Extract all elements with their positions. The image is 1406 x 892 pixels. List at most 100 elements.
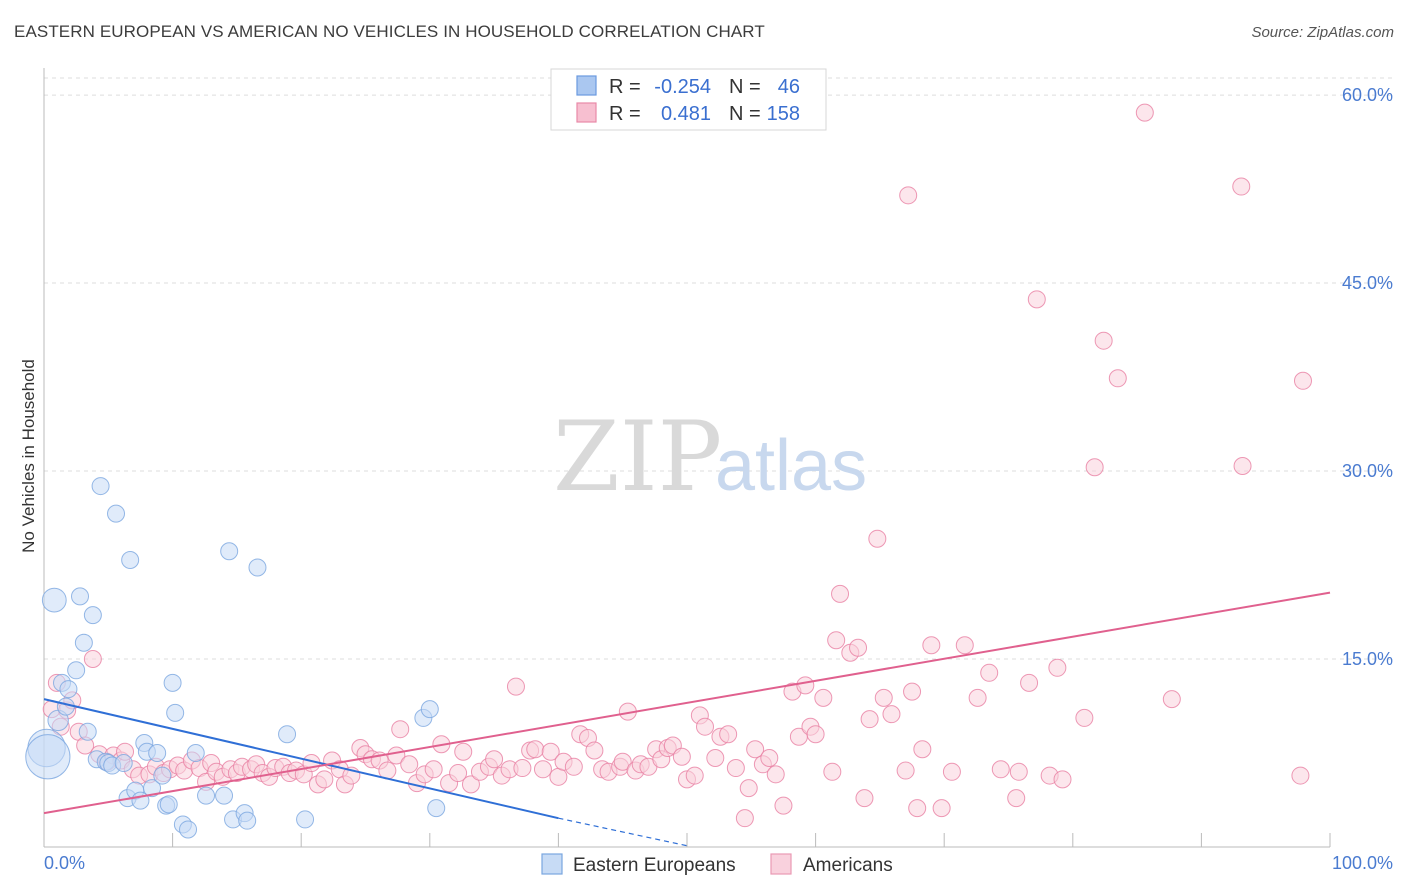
american-point: [735, 809, 754, 828]
american-point: [908, 799, 927, 818]
american-point: [549, 767, 568, 786]
eastern-european-point: [427, 799, 446, 818]
legend-r-value-2: 0.481: [661, 103, 711, 125]
trend-line-americans: [43, 591, 1331, 815]
american-point: [1007, 789, 1026, 808]
legend-swatch-pink: [576, 102, 597, 123]
eastern-european-point: [74, 633, 93, 652]
american-point: [855, 789, 874, 808]
american-point: [896, 761, 915, 780]
eastern-european-point: [248, 558, 267, 577]
eastern-european-point: [107, 504, 126, 523]
y-tick-label: 30.0%: [1342, 461, 1393, 481]
american-point: [968, 688, 987, 707]
eastern-european-point: [25, 734, 71, 780]
american-point: [485, 750, 504, 769]
y-tick-labels: 15.0% 30.0% 45.0% 60.0%: [1342, 85, 1393, 669]
eastern-european-point: [296, 810, 315, 829]
american-point: [774, 796, 793, 815]
american-point: [672, 747, 691, 766]
bottom-legend-label-1: Eastern Europeans: [573, 855, 736, 876]
american-point: [827, 631, 846, 650]
american-point: [739, 779, 758, 798]
eastern-europeans-points: [25, 477, 446, 839]
axes: [43, 68, 1331, 848]
american-point: [1291, 766, 1310, 785]
source-label: Source: ZipAtlas.com: [1251, 24, 1394, 41]
american-point: [564, 757, 583, 776]
bottom-legend-label-2: Americans: [803, 855, 893, 876]
american-point: [766, 765, 785, 784]
american-point: [533, 760, 552, 779]
american-point: [685, 766, 704, 785]
watermark: ZIP atlas: [553, 401, 867, 513]
american-point: [83, 650, 102, 669]
american-point: [1232, 177, 1251, 196]
american-point: [823, 762, 842, 781]
american-point: [831, 584, 850, 603]
legend-swatch-blue: [576, 75, 597, 96]
chart-title: EASTERN EUROPEAN VS AMERICAN NO VEHICLES…: [14, 22, 765, 41]
american-point: [1053, 770, 1072, 789]
eastern-european-point: [78, 722, 97, 741]
eastern-european-point: [67, 661, 86, 680]
eastern-european-point: [166, 703, 185, 722]
legend-r-label-1: R =: [609, 76, 641, 98]
eastern-european-point: [159, 795, 178, 814]
american-point: [806, 725, 825, 744]
legend-n-label-2: N =: [729, 103, 761, 125]
eastern-european-point: [59, 680, 78, 699]
eastern-european-point: [197, 786, 216, 805]
x-tick-label: 0.0%: [44, 853, 85, 873]
legend-r-label-2: R =: [609, 103, 641, 125]
y-tick-label: 45.0%: [1342, 273, 1393, 293]
eastern-european-point: [71, 587, 90, 606]
legend-n-value-1: 46: [778, 76, 800, 98]
american-point: [1085, 458, 1104, 477]
eastern-european-point: [215, 786, 234, 805]
american-point: [1009, 762, 1028, 781]
american-point: [849, 638, 868, 657]
gridlines: [44, 77, 1393, 660]
american-point: [506, 677, 525, 696]
american-point: [942, 762, 961, 781]
y-tick-label: 15.0%: [1342, 649, 1393, 669]
american-point: [868, 529, 887, 548]
american-point: [899, 186, 918, 205]
american-point: [760, 749, 779, 768]
x-tick-label: 100.0%: [1332, 853, 1393, 873]
eastern-european-point: [278, 725, 297, 744]
legend-n-label-1: N =: [729, 76, 761, 98]
american-point: [526, 740, 545, 759]
americans-points: [42, 103, 1312, 828]
eastern-european-point: [143, 779, 162, 798]
bottom-legend-swatch-blue: [541, 853, 563, 875]
american-point: [1048, 658, 1067, 677]
american-point: [903, 682, 922, 701]
american-point: [391, 720, 410, 739]
eastern-european-point: [83, 606, 102, 625]
american-point: [922, 636, 941, 655]
american-point: [814, 688, 833, 707]
american-point: [315, 770, 334, 789]
eastern-european-point: [153, 766, 172, 785]
american-point: [400, 755, 419, 774]
trend-line-extension: [558, 817, 688, 847]
american-point: [860, 710, 879, 729]
american-point: [719, 725, 738, 744]
american-point: [449, 764, 468, 783]
legend-r-value-1: -0.254: [654, 76, 711, 98]
trend-lines: [43, 591, 1331, 847]
eastern-european-point: [41, 587, 67, 613]
american-point: [513, 759, 532, 778]
legend-box: R = -0.254 N = 46 R = 0.481 N = 158: [550, 68, 827, 131]
american-point: [980, 663, 999, 682]
american-point: [874, 688, 893, 707]
american-point: [1293, 371, 1312, 390]
watermark-zip: ZIP: [553, 401, 722, 513]
american-point: [1020, 673, 1039, 692]
eastern-european-point: [163, 673, 182, 692]
american-point: [1233, 457, 1252, 476]
american-point: [746, 740, 765, 759]
